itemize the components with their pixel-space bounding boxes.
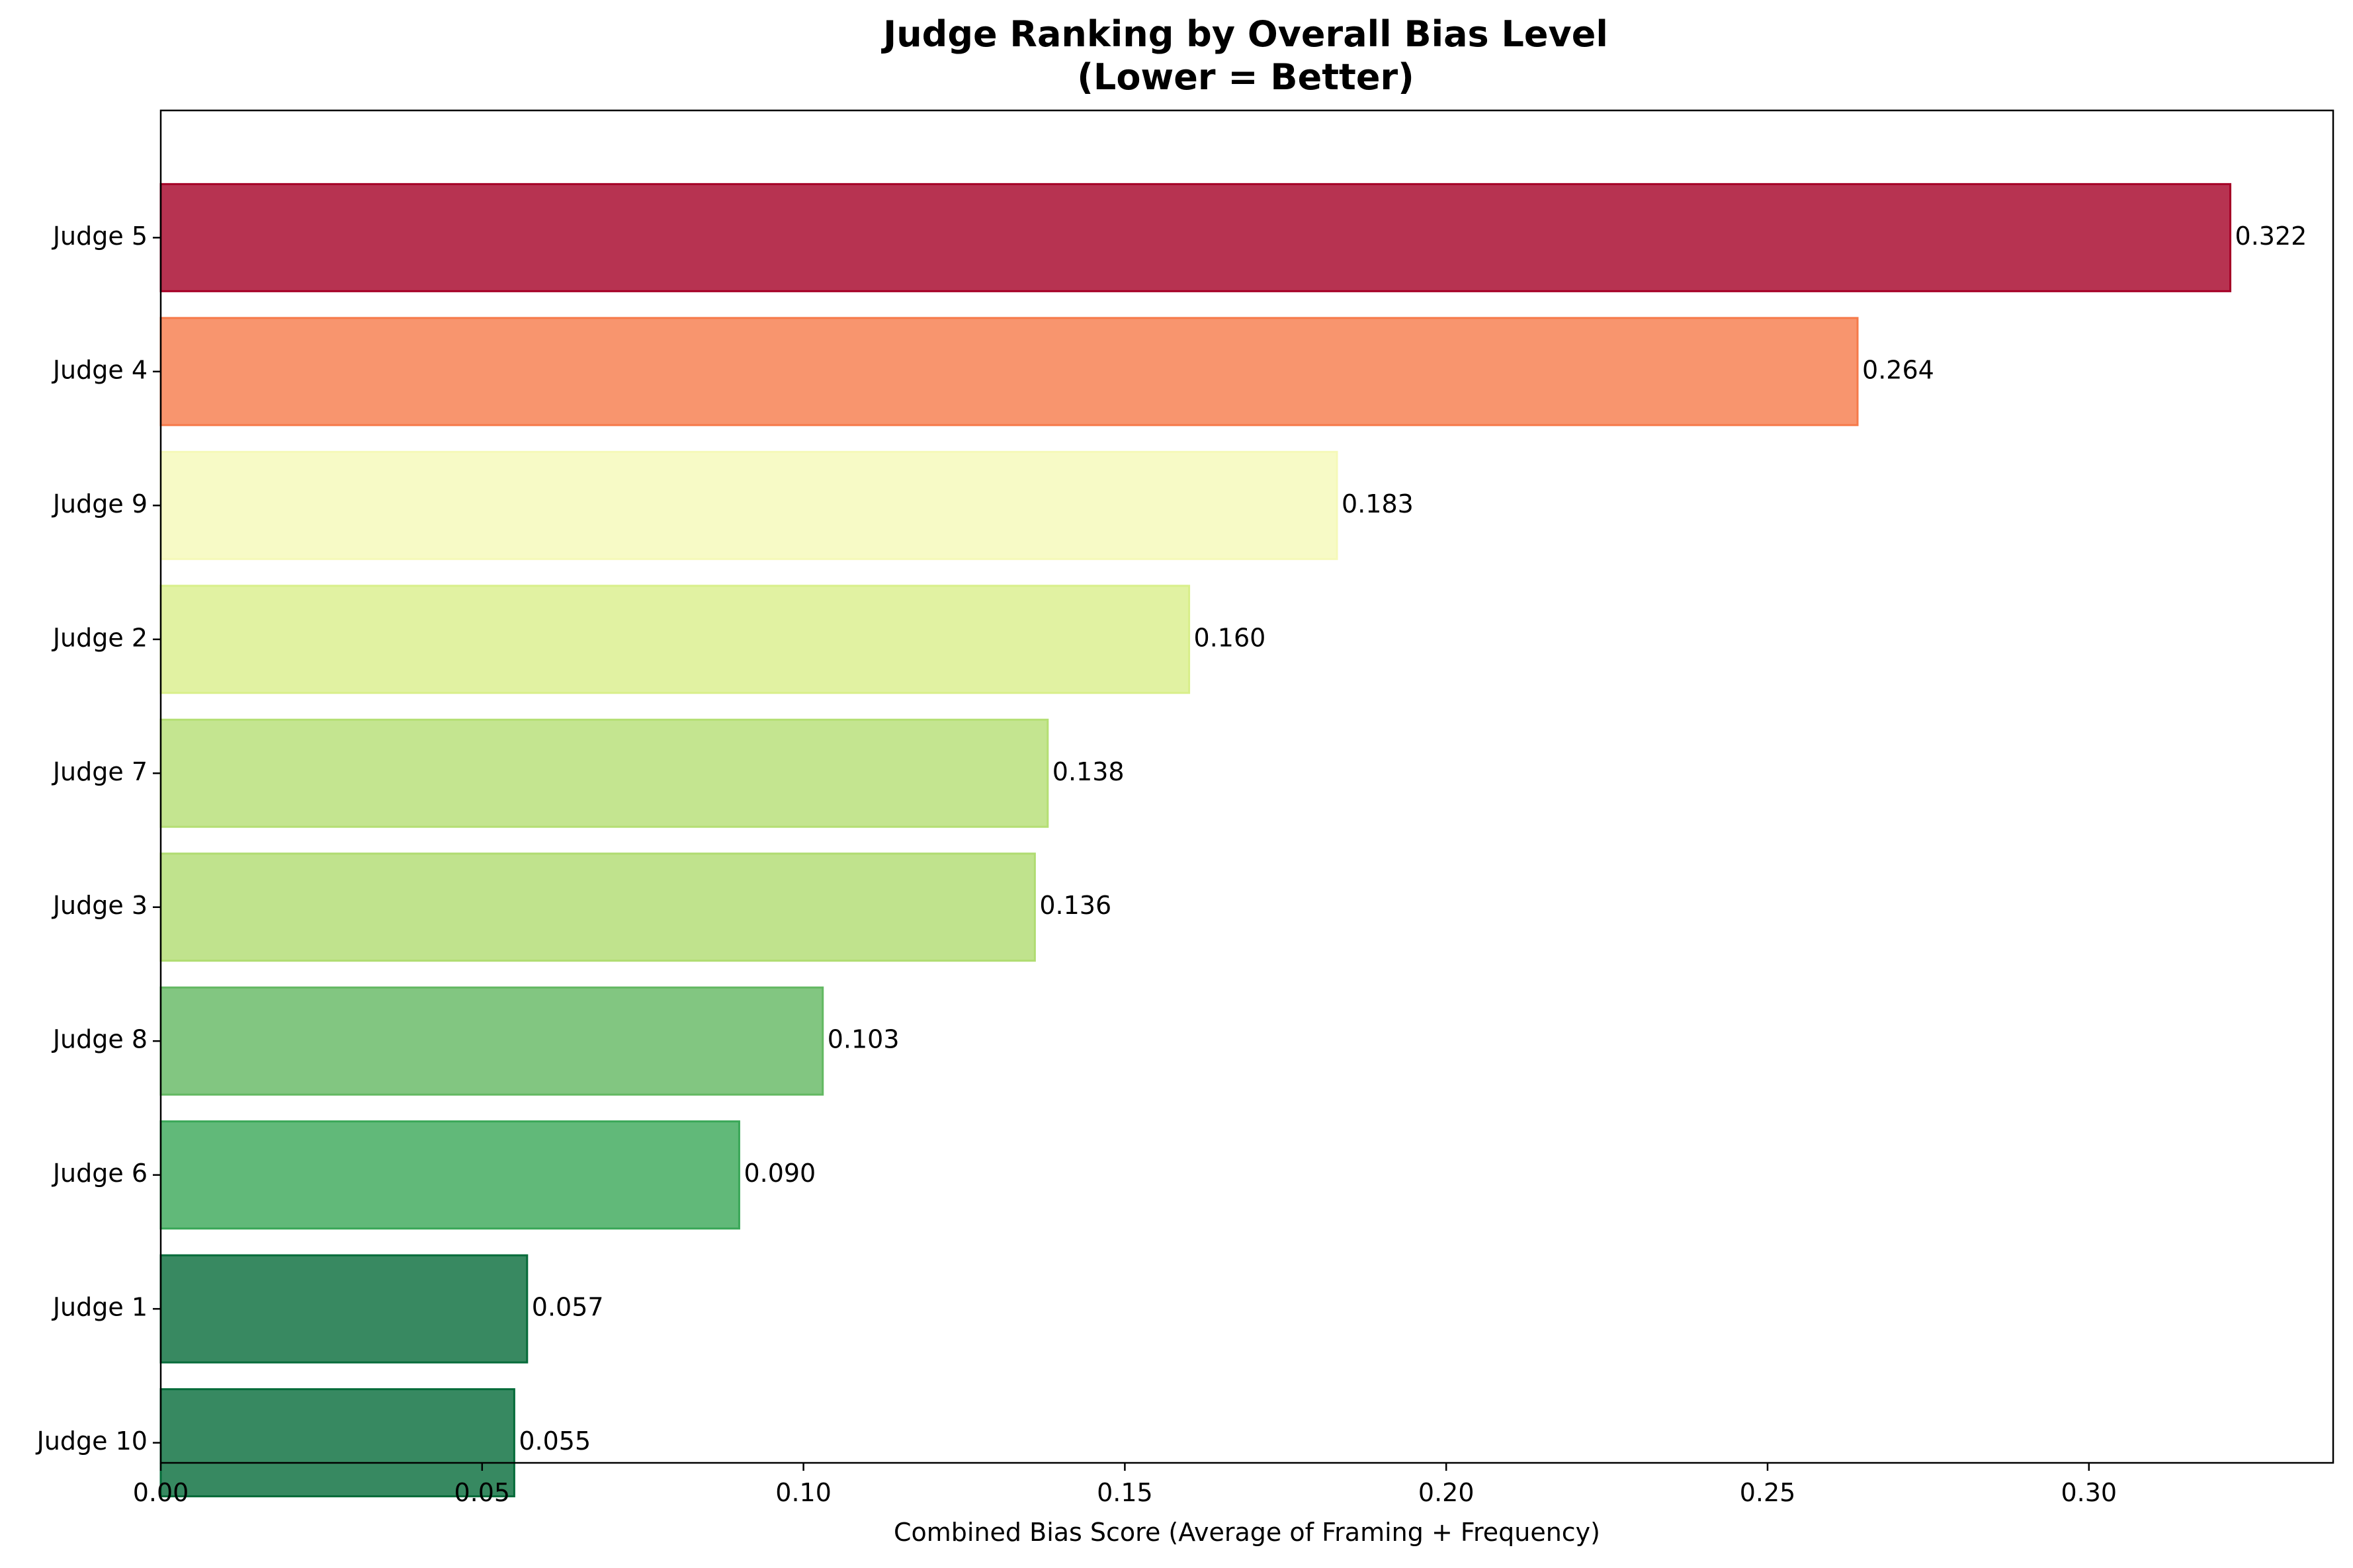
x-tick-label: 0.05 (454, 1478, 510, 1507)
y-tick-label: Judge 2 (52, 623, 148, 652)
data-label: 0.055 (519, 1426, 591, 1456)
data-label: 0.183 (1342, 489, 1414, 518)
bar-judge-2 (159, 585, 1191, 694)
bar-judge-10 (159, 1388, 515, 1498)
chart-subtitle: (Lower = Better) (1077, 56, 1414, 98)
y-axis: Judge 5 Judge 4 Judge 9 Judge 2 Judge 7 Judge… (36, 222, 161, 1456)
bar-judge-4 (159, 317, 1859, 427)
y-tick-label: Judge 4 (52, 355, 148, 384)
bars-layer (159, 183, 2232, 1498)
data-label: 0.057 (532, 1293, 604, 1322)
data-label: 0.136 (1039, 891, 1111, 920)
y-tick-label: Judge 8 (52, 1025, 148, 1054)
bar-judge-7 (159, 718, 1049, 828)
x-axis-label: Combined Bias Score (Average of Framing … (894, 1518, 1600, 1547)
data-label: 0.160 (1194, 623, 1266, 652)
y-tick-label: Judge 6 (52, 1159, 148, 1188)
y-tick-label: Judge 3 (52, 891, 148, 920)
x-tick-label: 0.15 (1097, 1478, 1153, 1507)
bar-judge-1 (159, 1254, 529, 1364)
x-tick-label: 0.00 (133, 1478, 189, 1507)
x-tick-label: 0.10 (775, 1478, 832, 1507)
x-tick-label: 0.30 (2061, 1478, 2117, 1507)
bar-judge-5 (159, 183, 2232, 292)
y-tick-label: Judge 1 (52, 1293, 148, 1322)
data-label: 0.138 (1052, 757, 1125, 786)
data-label: 0.264 (1862, 355, 1934, 384)
bar-judge-8 (159, 986, 824, 1096)
x-tick-label: 0.25 (1740, 1478, 1796, 1507)
data-label: 0.322 (2235, 222, 2307, 251)
bar-judge-9 (159, 450, 1338, 560)
y-tick-label: Judge 10 (36, 1426, 148, 1456)
bar-judge-3 (159, 852, 1036, 962)
data-labels-layer: 0.322 0.264 0.183 0.160 0.138 0.136 0.103 0.090… (519, 222, 2307, 1456)
data-label: 0.103 (828, 1025, 900, 1054)
x-tick-label: 0.20 (1418, 1478, 1475, 1507)
y-tick-label: Judge 5 (52, 222, 148, 251)
bar-judge-6 (159, 1120, 740, 1230)
data-label: 0.090 (744, 1159, 816, 1188)
plot-frame (159, 109, 2334, 1464)
chart-title: Judge Ranking by Overall Bias Level (880, 13, 1608, 55)
y-tick-label: Judge 7 (52, 757, 148, 786)
y-tick-label: Judge 9 (52, 489, 148, 518)
x-axis: 0.00 0.05 0.10 0.15 0.20 0.25 0.30 (133, 1463, 2117, 1507)
